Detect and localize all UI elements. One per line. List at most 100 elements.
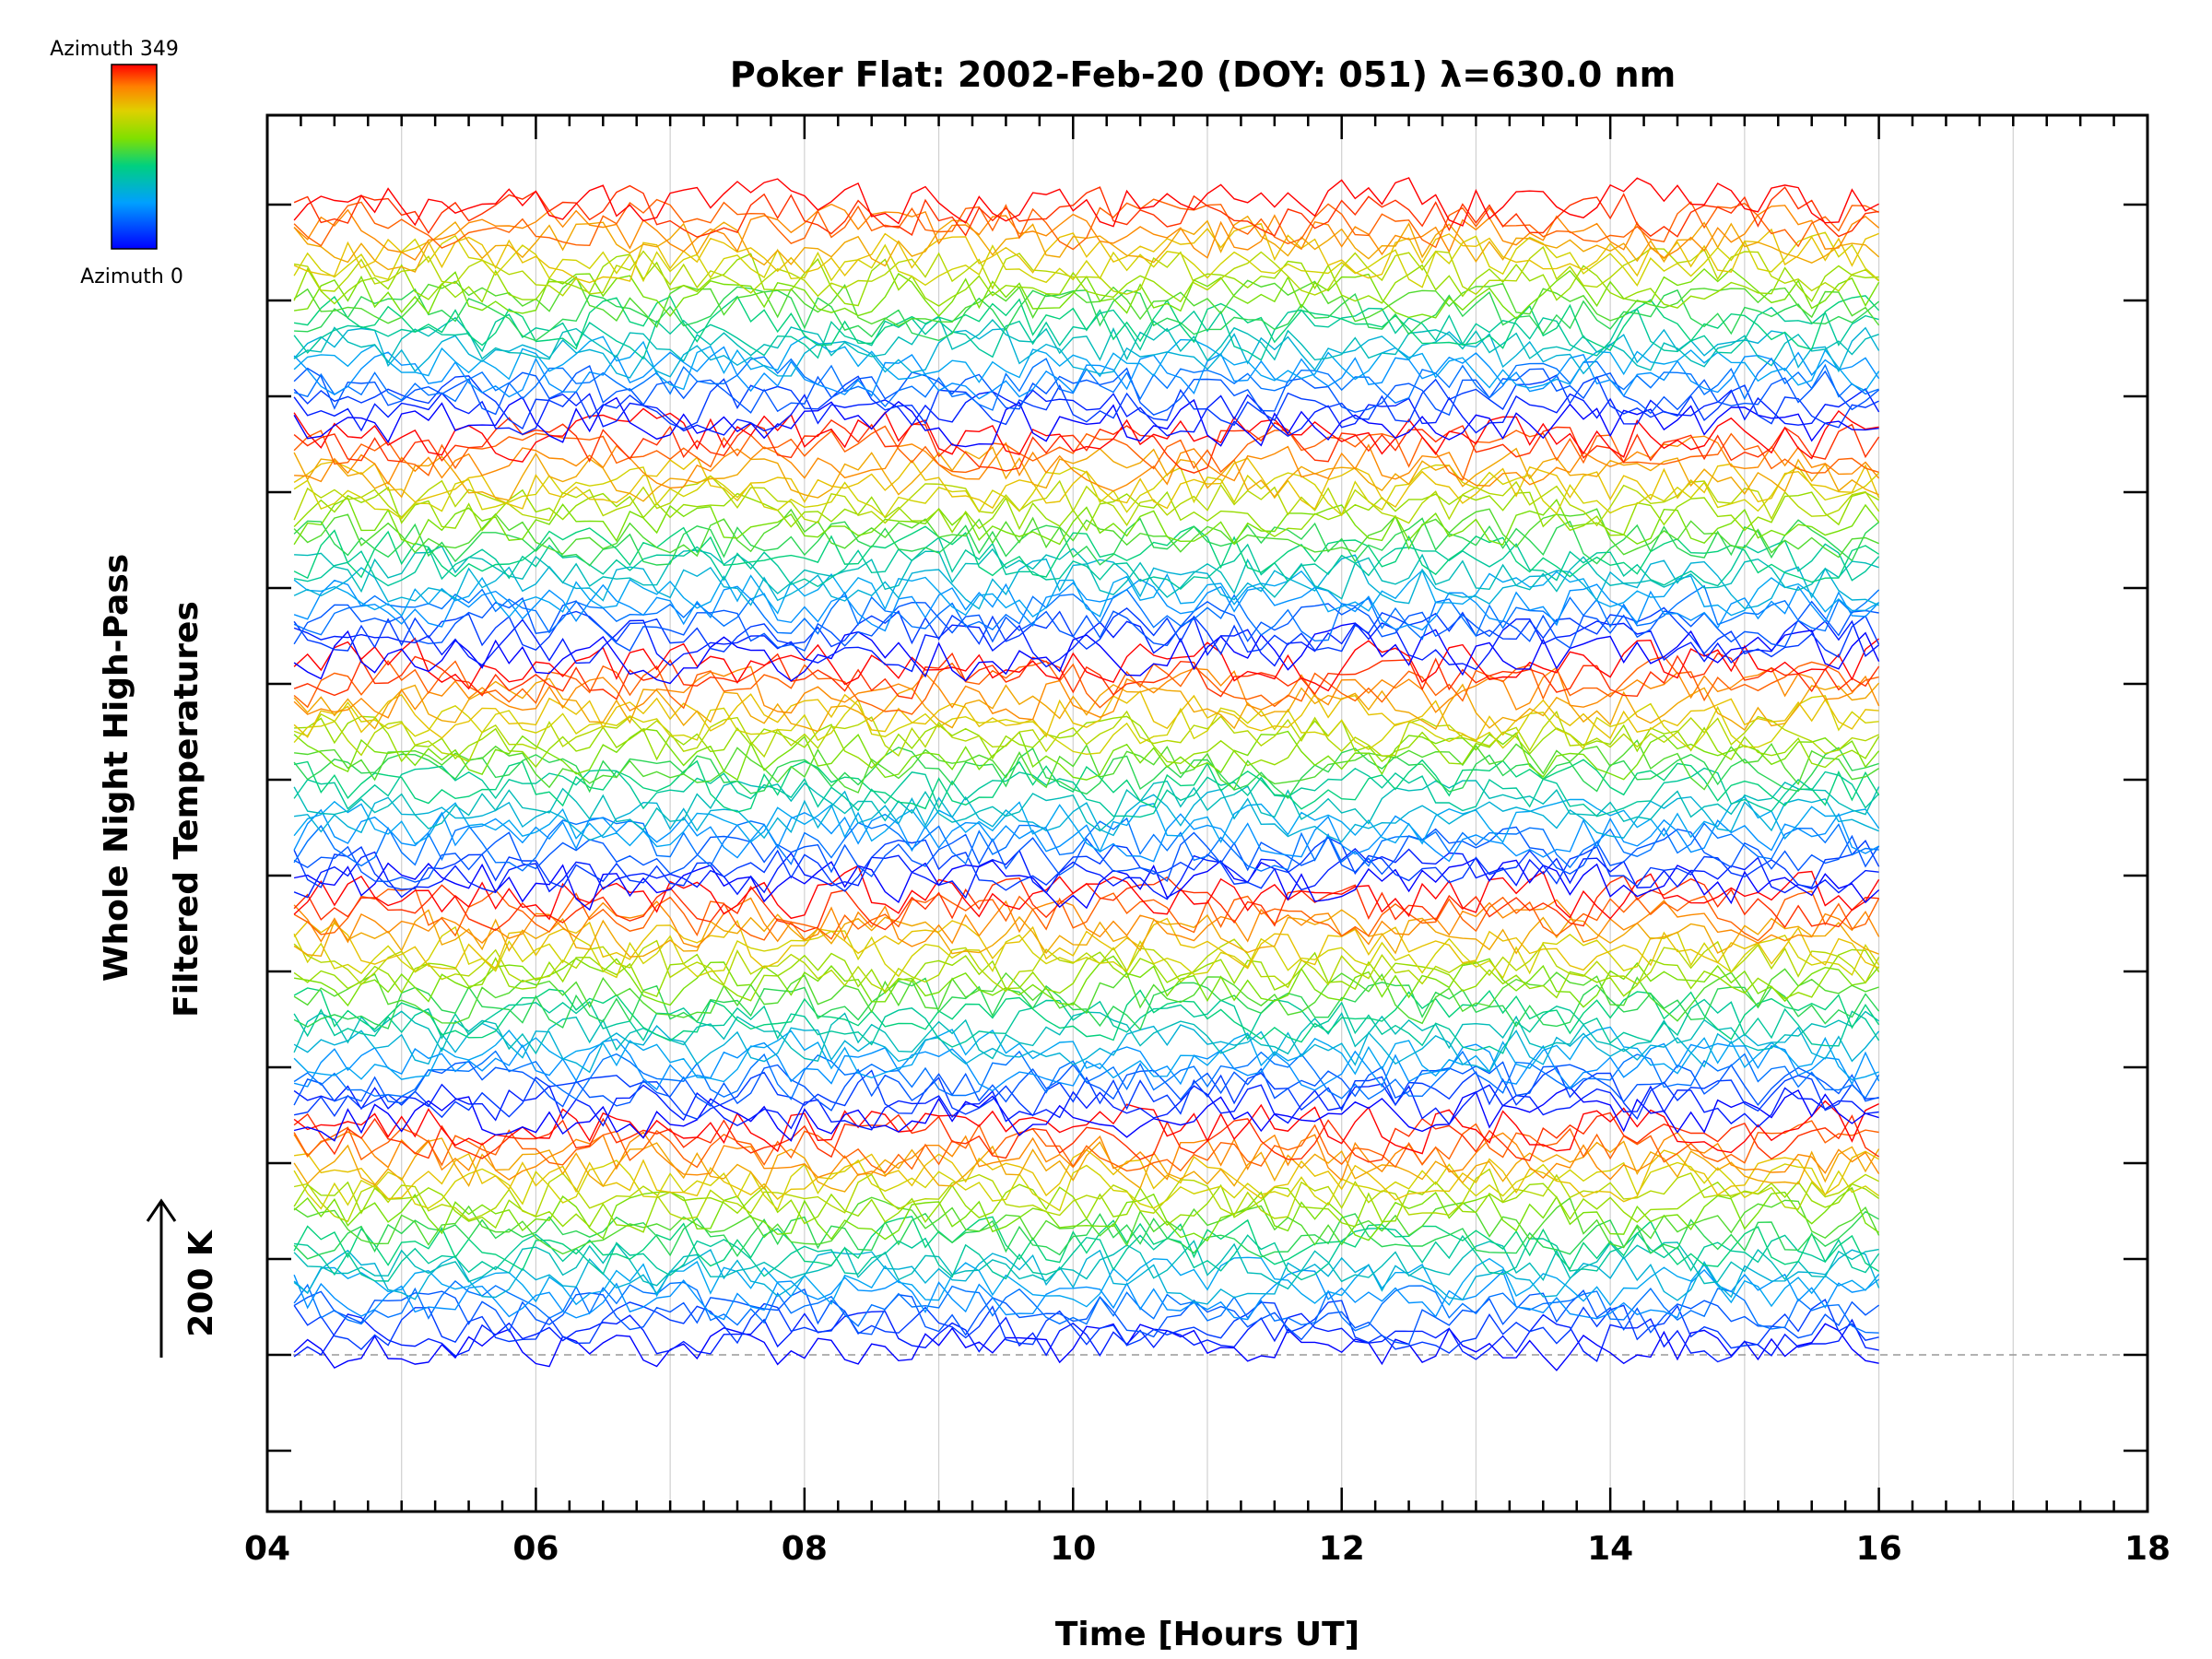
- series-line: [293, 253, 1879, 309]
- series-line: [293, 1280, 1879, 1334]
- series-line: [293, 695, 1879, 756]
- series-line: [293, 446, 1879, 502]
- series-line: [293, 652, 1880, 700]
- series-line: [293, 897, 1880, 948]
- scale-bar-label: 200 K: [182, 1230, 220, 1337]
- series-line: [293, 759, 1880, 813]
- x-tick-labels: 04 06 08 10 12 14 16 18: [244, 1530, 2171, 1568]
- x-tick-label: 14: [1587, 1530, 1633, 1568]
- series-line: [293, 677, 1880, 733]
- series-line: [294, 715, 1880, 770]
- series-line: [293, 1240, 1879, 1290]
- series-line: [293, 938, 1880, 993]
- series-line: [293, 1256, 1880, 1308]
- series-line: [293, 1066, 1879, 1121]
- series-line: [293, 836, 1880, 892]
- series-line: [294, 286, 1880, 342]
- series-line: [293, 780, 1880, 832]
- series-line: [293, 475, 1880, 527]
- series-line: [293, 1022, 1880, 1074]
- series-line: [293, 1268, 1880, 1321]
- colorbar-gradient: [111, 64, 158, 250]
- series-line: [293, 977, 1880, 1031]
- series-line: [293, 184, 1879, 238]
- series-line: [293, 335, 1880, 392]
- series-line: [293, 486, 1879, 537]
- series-line: [293, 1131, 1880, 1182]
- chart-title: Poker Flat: 2002-Feb-20 (DOY: 051) λ=630…: [730, 54, 1676, 95]
- series-line: [293, 728, 1880, 782]
- series-lines: [293, 177, 1880, 1371]
- series-line: [293, 364, 1880, 417]
- series-line: [293, 925, 1880, 980]
- series-line: [293, 1083, 1879, 1131]
- series-line: [293, 245, 1880, 298]
- series-line: [293, 1050, 1880, 1100]
- series-line: [293, 1181, 1880, 1233]
- series-line: [293, 295, 1880, 352]
- series-line: [293, 517, 1880, 567]
- series-line: [293, 1100, 1879, 1155]
- grid-lines: [401, 115, 2014, 1512]
- series-line: [293, 569, 1879, 618]
- x-tick-label: 18: [2124, 1530, 2171, 1568]
- series-line: [293, 948, 1880, 1002]
- axis-ticks: [265, 115, 2149, 1512]
- series-line: [293, 456, 1880, 511]
- colorbar: Azimuth 349 Azimuth 0: [50, 38, 183, 288]
- series-line: [293, 203, 1880, 261]
- series-line: [293, 1248, 1880, 1305]
- series-line: [293, 198, 1879, 251]
- series-line: [293, 622, 1880, 685]
- plot-frame: [265, 113, 2149, 1513]
- series-line: [293, 710, 1879, 763]
- series-line: [293, 968, 1879, 1025]
- series-line: [293, 1120, 1879, 1173]
- series-line: [293, 315, 1879, 371]
- x-tick-label: 08: [782, 1530, 828, 1568]
- x-tick-label: 04: [244, 1530, 290, 1568]
- series-line: [293, 497, 1880, 546]
- series-line: [293, 1216, 1879, 1272]
- series-line: [293, 387, 1880, 438]
- series-line: [293, 1112, 1879, 1163]
- x-tick-label: 06: [512, 1530, 559, 1568]
- series-line: [293, 596, 1879, 652]
- series-line: [293, 865, 1880, 921]
- series-line: [293, 955, 1880, 1008]
- series-line: [293, 578, 1880, 632]
- series-line: [293, 616, 1880, 673]
- series-line: [293, 1323, 1879, 1371]
- series-line: [293, 747, 1879, 800]
- series-line: [293, 1168, 1879, 1223]
- series-line: [293, 231, 1880, 288]
- scale-bar-arrow-head: [146, 1198, 177, 1222]
- series-line: [293, 417, 1880, 474]
- series-line: [293, 584, 1880, 642]
- series-line: [293, 1299, 1879, 1354]
- series-line: [293, 222, 1879, 284]
- y-axis-label-line2: Filtered Temperatures: [168, 601, 206, 1018]
- series-line: [293, 1210, 1879, 1260]
- colorbar-top-label: Azimuth 349: [50, 38, 179, 61]
- series-line: [293, 407, 1879, 463]
- series-line: [294, 1227, 1880, 1282]
- series-line: [293, 356, 1879, 411]
- series-line: [293, 276, 1880, 329]
- series-line: [293, 857, 1880, 912]
- series-line: [293, 826, 1880, 883]
- series-line: [293, 508, 1879, 559]
- series-line: [293, 689, 1879, 743]
- series-line: [293, 795, 1880, 853]
- y-axis-label-line1: Whole Night High-Pass: [98, 554, 135, 982]
- series-line: [294, 435, 1880, 492]
- series-line: [293, 808, 1879, 863]
- series-line: [293, 536, 1880, 590]
- series-line: [294, 788, 1879, 843]
- series-line: [293, 1038, 1880, 1092]
- series-line: [293, 215, 1880, 273]
- series-line: [293, 998, 1880, 1054]
- series-line: [293, 396, 1879, 448]
- series-line: [293, 1311, 1879, 1363]
- series-line: [293, 1288, 1880, 1346]
